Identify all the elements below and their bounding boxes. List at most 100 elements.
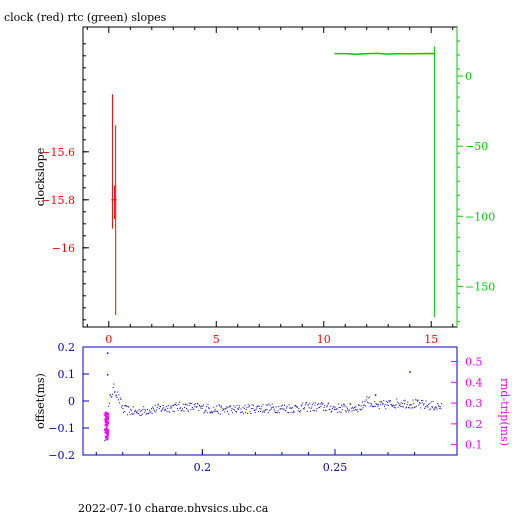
offset-point bbox=[321, 402, 322, 404]
offset-point bbox=[433, 409, 435, 411]
offset-point bbox=[355, 406, 357, 408]
offset-point bbox=[333, 406, 335, 408]
offset-point bbox=[256, 406, 258, 407]
offset-point bbox=[377, 405, 379, 407]
offset-point bbox=[334, 408, 335, 410]
offset-point bbox=[345, 410, 346, 412]
offset-point bbox=[112, 393, 113, 395]
offset-point bbox=[312, 409, 314, 411]
offset-point bbox=[291, 408, 293, 409]
x-tick-label: 0.2 bbox=[194, 461, 212, 474]
offset-point bbox=[438, 405, 440, 407]
offset-point bbox=[387, 404, 389, 406]
offset-point bbox=[374, 401, 376, 403]
offset-point bbox=[387, 402, 389, 403]
offset-point bbox=[421, 402, 423, 404]
offset-point bbox=[173, 410, 175, 412]
offset-point bbox=[433, 408, 435, 410]
offset-point bbox=[289, 407, 291, 409]
offset-point bbox=[182, 403, 184, 405]
offset-point bbox=[379, 401, 381, 403]
offset-point bbox=[242, 406, 244, 408]
offset-point bbox=[273, 406, 274, 408]
offset-point bbox=[254, 412, 256, 414]
offset-point bbox=[283, 408, 285, 410]
offset-point bbox=[328, 408, 330, 410]
y-right-tick-label: 0.2 bbox=[465, 418, 483, 431]
offset-point bbox=[323, 406, 325, 408]
offset-point bbox=[214, 408, 216, 410]
offset-point bbox=[391, 406, 393, 407]
y-tick-label: 0.1 bbox=[58, 368, 76, 381]
offset-outlier-point bbox=[106, 374, 109, 376]
offset-point bbox=[144, 408, 146, 410]
slopes-y-axis-label: clockslope bbox=[34, 148, 47, 206]
offset-point bbox=[208, 407, 210, 409]
offset-point bbox=[295, 405, 296, 407]
offset-point bbox=[151, 412, 153, 414]
y-tick-label: −0.1 bbox=[48, 422, 75, 435]
offset-point bbox=[204, 409, 206, 411]
offset-point bbox=[356, 409, 358, 411]
offset-point bbox=[302, 402, 304, 404]
offset-point bbox=[308, 407, 310, 409]
offset-point bbox=[263, 410, 265, 412]
offset-point bbox=[295, 405, 297, 407]
offset-point bbox=[424, 406, 426, 408]
offset-point bbox=[410, 407, 412, 409]
offset-point bbox=[253, 409, 255, 411]
offset-point bbox=[261, 411, 263, 413]
offset-point bbox=[206, 406, 208, 407]
offset-point bbox=[324, 405, 326, 406]
offset-point bbox=[221, 405, 223, 407]
offset-plot-frame bbox=[82, 346, 458, 456]
offset-point bbox=[393, 407, 395, 409]
offset-point bbox=[335, 408, 337, 410]
offset-point bbox=[271, 407, 272, 409]
rndtrip-point bbox=[104, 411, 107, 414]
offset-point bbox=[340, 411, 342, 413]
offset-point bbox=[328, 402, 330, 404]
offset-point bbox=[215, 410, 217, 412]
offset-point bbox=[263, 411, 265, 413]
offset-point bbox=[332, 406, 334, 408]
offset-point bbox=[139, 414, 141, 416]
offset-point bbox=[300, 405, 302, 407]
offset-point bbox=[224, 411, 226, 413]
rndtrip-y-axis-label: rnd-trip(ms) bbox=[498, 378, 511, 446]
offset-point bbox=[127, 406, 129, 408]
offset-point bbox=[407, 401, 409, 403]
offset-point bbox=[306, 411, 308, 412]
offset-point bbox=[268, 403, 270, 405]
offset-point bbox=[406, 403, 408, 405]
offset-point bbox=[418, 404, 420, 406]
offset-point bbox=[363, 404, 365, 406]
offset-point bbox=[394, 405, 396, 407]
offset-point bbox=[338, 407, 340, 409]
slopes-marks bbox=[111, 46, 436, 318]
offset-point bbox=[137, 410, 139, 412]
offset-point bbox=[166, 410, 168, 412]
offset-point bbox=[412, 399, 414, 401]
offset-point bbox=[426, 405, 428, 407]
offset-point bbox=[191, 407, 193, 408]
offset-point bbox=[409, 404, 411, 406]
offset-point bbox=[212, 412, 213, 414]
offset-point bbox=[174, 403, 176, 405]
offset-point bbox=[389, 400, 391, 402]
offset-point bbox=[254, 410, 256, 411]
offset-point bbox=[179, 408, 181, 409]
offset-point bbox=[154, 404, 156, 406]
offset-point bbox=[176, 407, 178, 409]
offset-point bbox=[216, 410, 218, 412]
offset-point bbox=[300, 409, 302, 411]
offset-point bbox=[145, 410, 147, 412]
offset-point bbox=[365, 399, 367, 401]
offset-point bbox=[305, 402, 307, 404]
offset-point bbox=[115, 395, 117, 397]
offset-point bbox=[307, 404, 309, 406]
offset-point bbox=[136, 411, 137, 413]
offset-point bbox=[304, 407, 306, 409]
offset-point bbox=[376, 404, 378, 406]
offset-point bbox=[160, 410, 162, 412]
